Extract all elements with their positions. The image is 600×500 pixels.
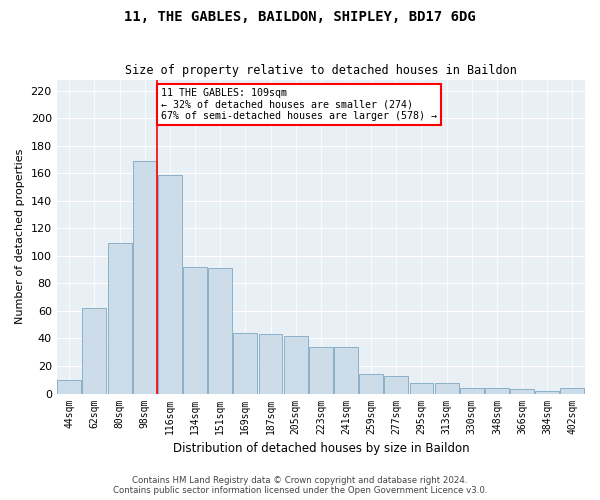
Title: Size of property relative to detached houses in Baildon: Size of property relative to detached ho… [125, 64, 517, 77]
Bar [560, 388, 584, 394]
Bar [259, 334, 283, 394]
Y-axis label: Number of detached properties: Number of detached properties [15, 149, 25, 324]
Text: 11, THE GABLES, BAILDON, SHIPLEY, BD17 6DG: 11, THE GABLES, BAILDON, SHIPLEY, BD17 6… [124, 10, 476, 24]
Bar [510, 390, 534, 394]
Bar [208, 268, 232, 394]
Bar [410, 382, 433, 394]
Bar [485, 388, 509, 394]
Text: Contains HM Land Registry data © Crown copyright and database right 2024.
Contai: Contains HM Land Registry data © Crown c… [113, 476, 487, 495]
Bar [385, 376, 408, 394]
Bar [284, 336, 308, 394]
Bar [460, 388, 484, 394]
Bar [334, 346, 358, 394]
Bar [434, 382, 458, 394]
Bar [535, 391, 559, 394]
Bar [107, 244, 131, 394]
Bar [183, 267, 207, 394]
Bar [359, 374, 383, 394]
X-axis label: Distribution of detached houses by size in Baildon: Distribution of detached houses by size … [173, 442, 469, 455]
Bar [309, 346, 333, 394]
Bar [57, 380, 81, 394]
Bar [158, 174, 182, 394]
Text: 11 THE GABLES: 109sqm
← 32% of detached houses are smaller (274)
67% of semi-det: 11 THE GABLES: 109sqm ← 32% of detached … [161, 88, 437, 121]
Bar [133, 161, 157, 394]
Bar [233, 333, 257, 394]
Bar [82, 308, 106, 394]
